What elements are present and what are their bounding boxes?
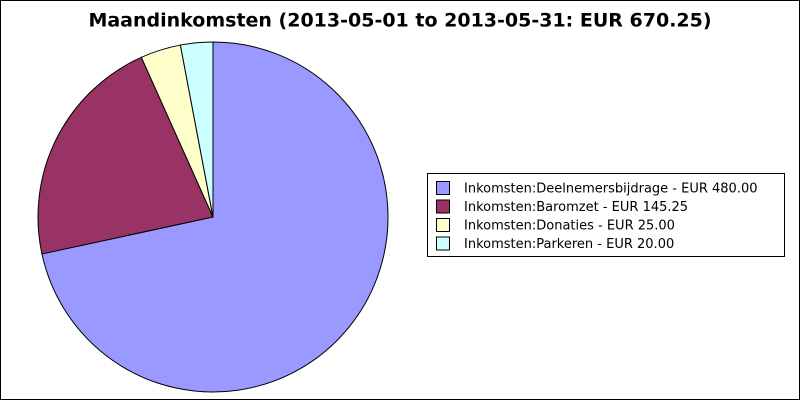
chart-title: Maandinkomsten (2013-05-01 to 2013-05-31… xyxy=(88,10,711,32)
legend-label: Inkomsten:Donaties - EUR 25.00 xyxy=(464,219,675,234)
legend-swatch xyxy=(436,199,450,214)
pie-slice xyxy=(37,56,214,255)
legend-swatch xyxy=(436,236,450,251)
legend-label: Inkomsten:Parkeren - EUR 20.00 xyxy=(464,237,674,252)
legend-label: Inkomsten:Baromzet - EUR 145.25 xyxy=(464,200,688,215)
legend-swatch xyxy=(436,181,450,195)
pie-slice xyxy=(41,41,389,393)
legend-swatch xyxy=(436,218,450,232)
legend: Inkomsten:Deelnemersbijdrage - EUR 480.0… xyxy=(436,181,758,252)
legend-label: Inkomsten:Deelnemersbijdrage - EUR 480.0… xyxy=(464,182,758,197)
pie-slice xyxy=(179,41,214,218)
pie xyxy=(37,41,389,393)
legend-box xyxy=(427,173,785,257)
